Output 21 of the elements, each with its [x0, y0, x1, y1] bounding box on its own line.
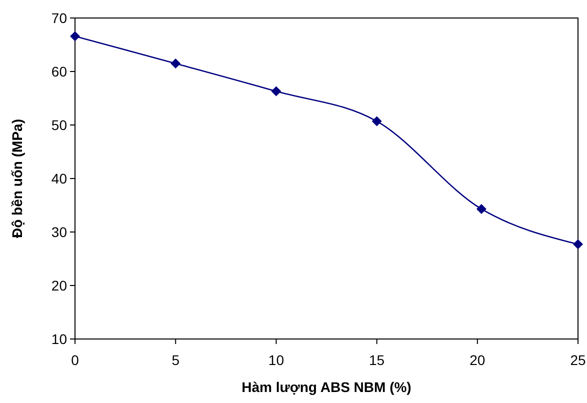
y-axis-title: Độ bền uốn (MPa)	[9, 119, 25, 238]
y-tick-label: 60	[51, 63, 68, 80]
x-tick-label: 20	[470, 352, 486, 368]
y-tick-label: 70	[51, 10, 68, 26]
point	[170, 58, 181, 68]
point	[271, 86, 282, 96]
y-tick-label: 50	[51, 116, 68, 133]
x-tick-label: 10	[268, 352, 284, 368]
x-axis-title: Hàm lượng ABS NBM (%)	[242, 379, 412, 395]
x-tick-label: 5	[172, 352, 180, 368]
x-tick-label: 25	[570, 352, 586, 368]
y-tick-label: 20	[51, 277, 68, 294]
y-tick-label: 40	[51, 170, 68, 186]
point	[372, 116, 382, 126]
point	[70, 31, 80, 42]
x-tick-label: 0	[71, 352, 80, 368]
y-tick-label: 30	[51, 224, 68, 240]
point	[476, 204, 486, 214]
point	[573, 239, 583, 250]
x-tick-label: 15	[369, 352, 385, 368]
y-tick-label: 10	[51, 330, 68, 347]
